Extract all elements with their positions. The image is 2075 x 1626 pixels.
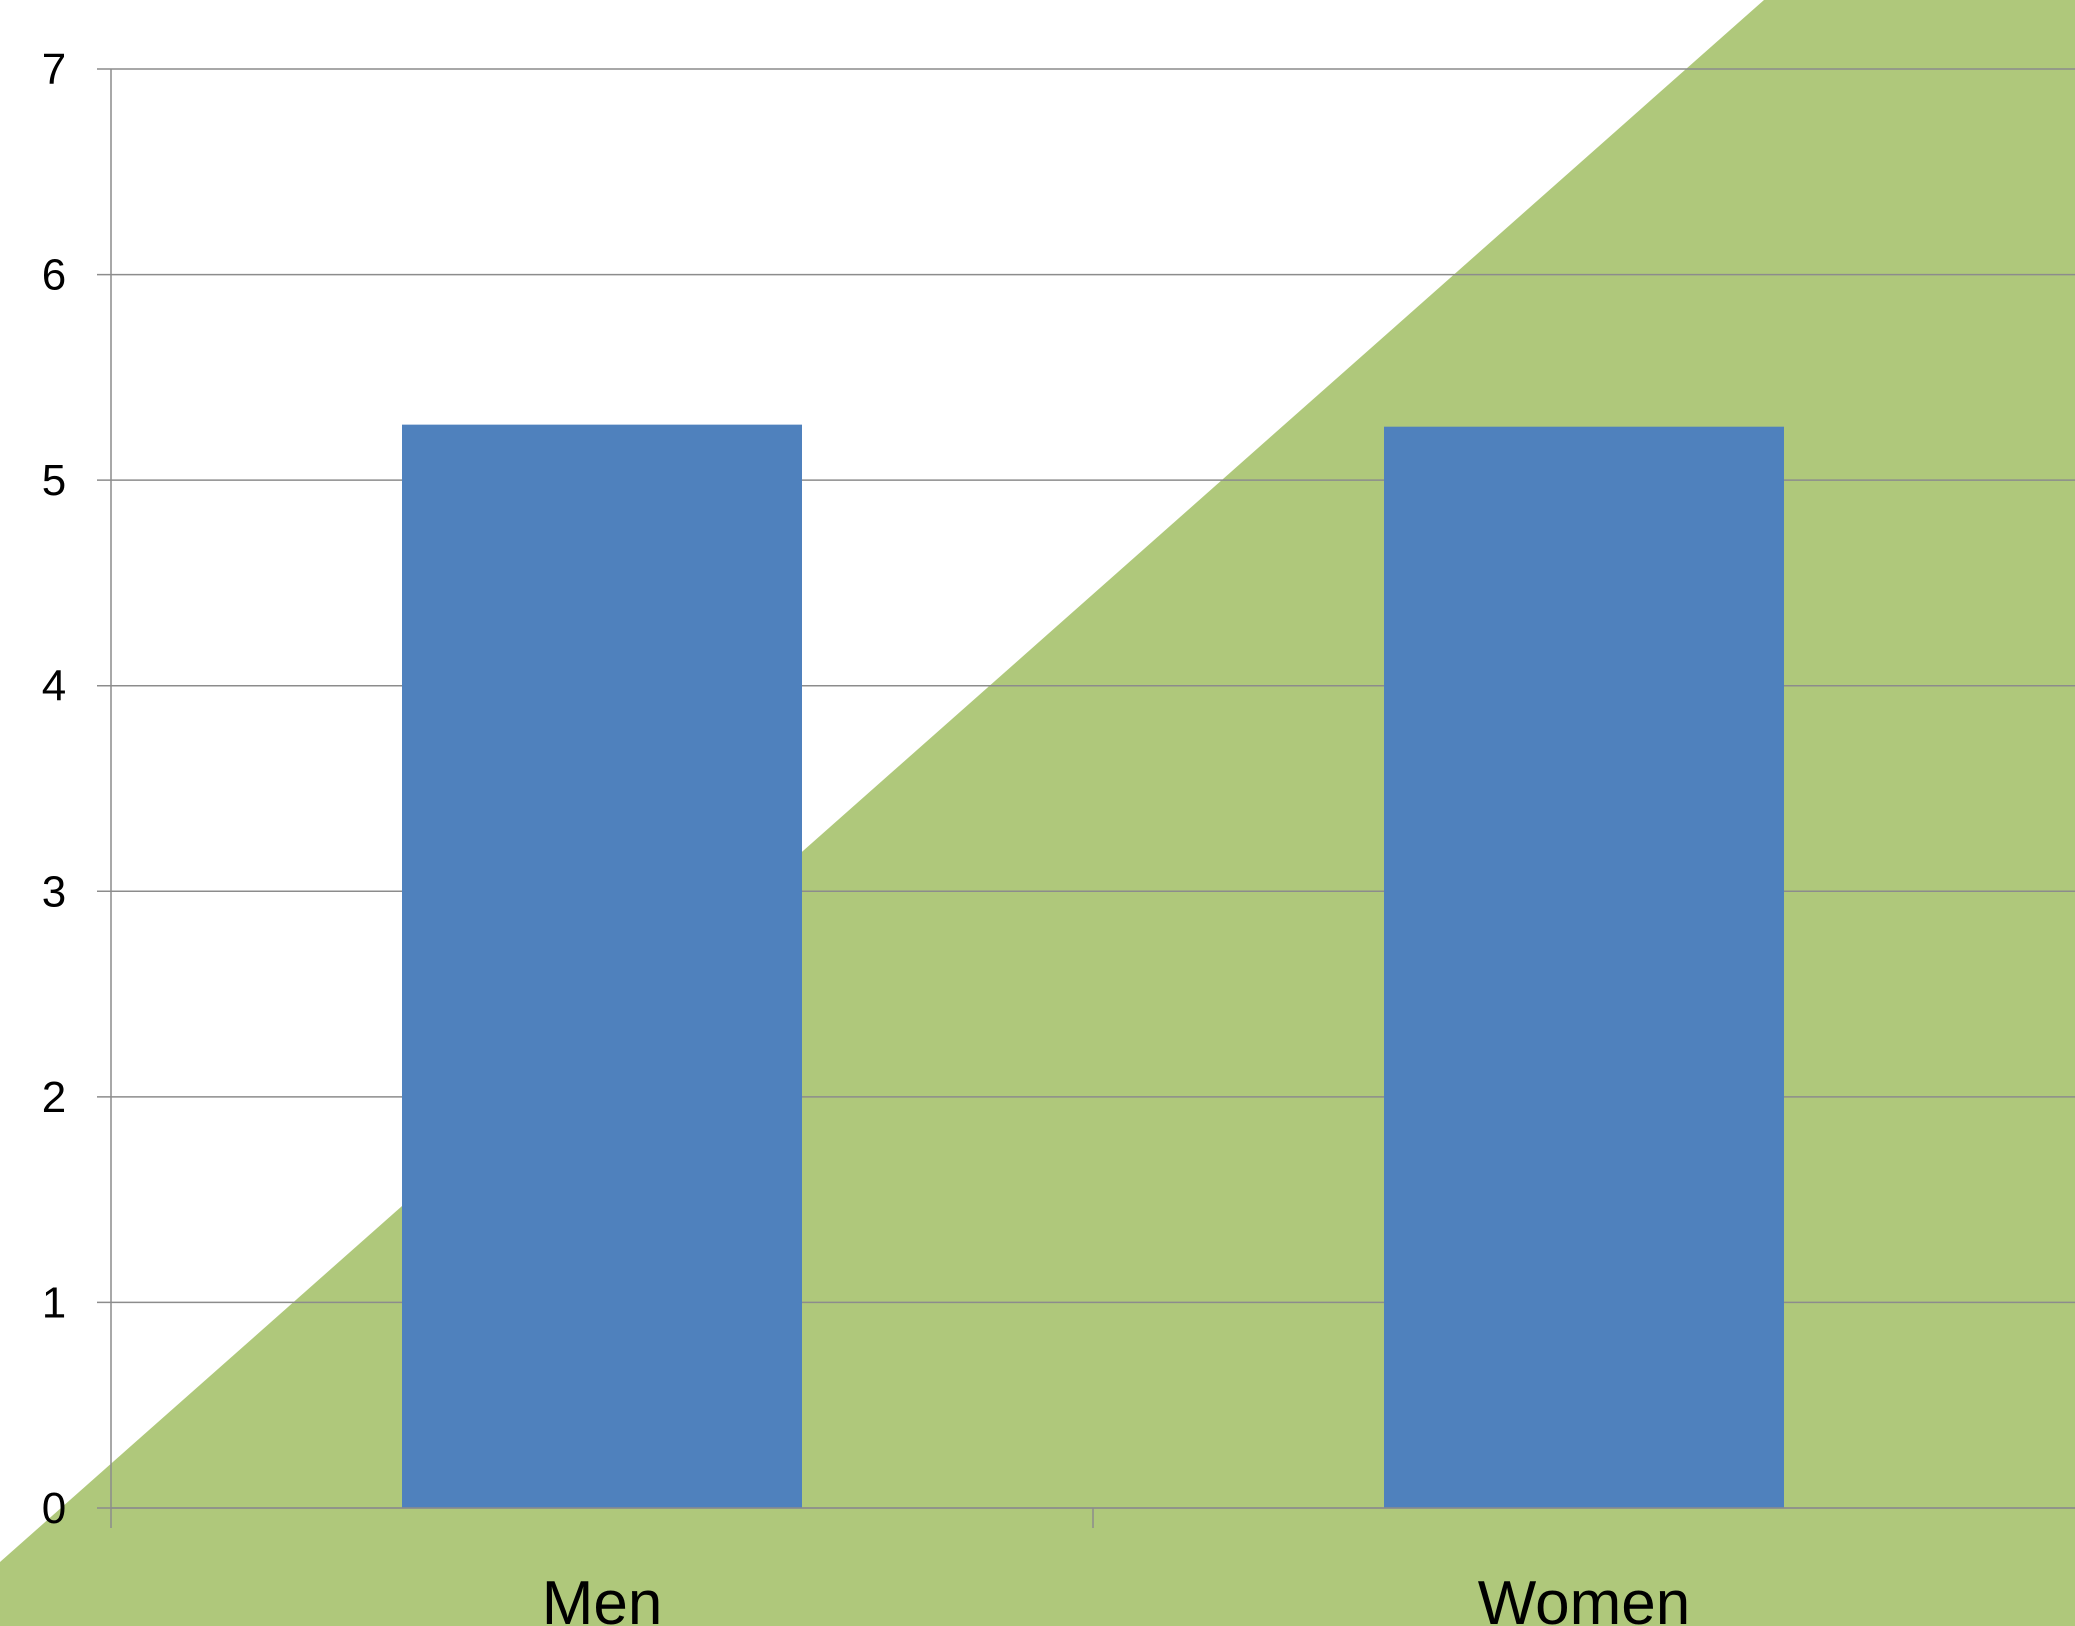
y-tick-label: 4 (42, 662, 66, 711)
y-tick-label: 5 (42, 456, 66, 505)
x-category-label: Women (1478, 1569, 1691, 1626)
bars (402, 424, 1784, 1509)
axes (110, 69, 2075, 1528)
y-tick-label: 0 (42, 1484, 66, 1533)
y-tick-label: 3 (42, 867, 66, 916)
x-category-label: Men (542, 1569, 663, 1626)
x-axis-category-labels: Men Women (542, 1569, 1691, 1626)
bar-men (402, 424, 802, 1509)
y-tick-label: 1 (42, 1278, 66, 1327)
bar-women (1384, 426, 1784, 1508)
y-tick-label: 2 (42, 1073, 66, 1122)
y-tick-label: 7 (42, 45, 66, 94)
y-tick-label: 6 (42, 251, 66, 300)
y-axis-tick-labels: 0 1 2 3 4 5 6 7 (42, 45, 66, 1533)
